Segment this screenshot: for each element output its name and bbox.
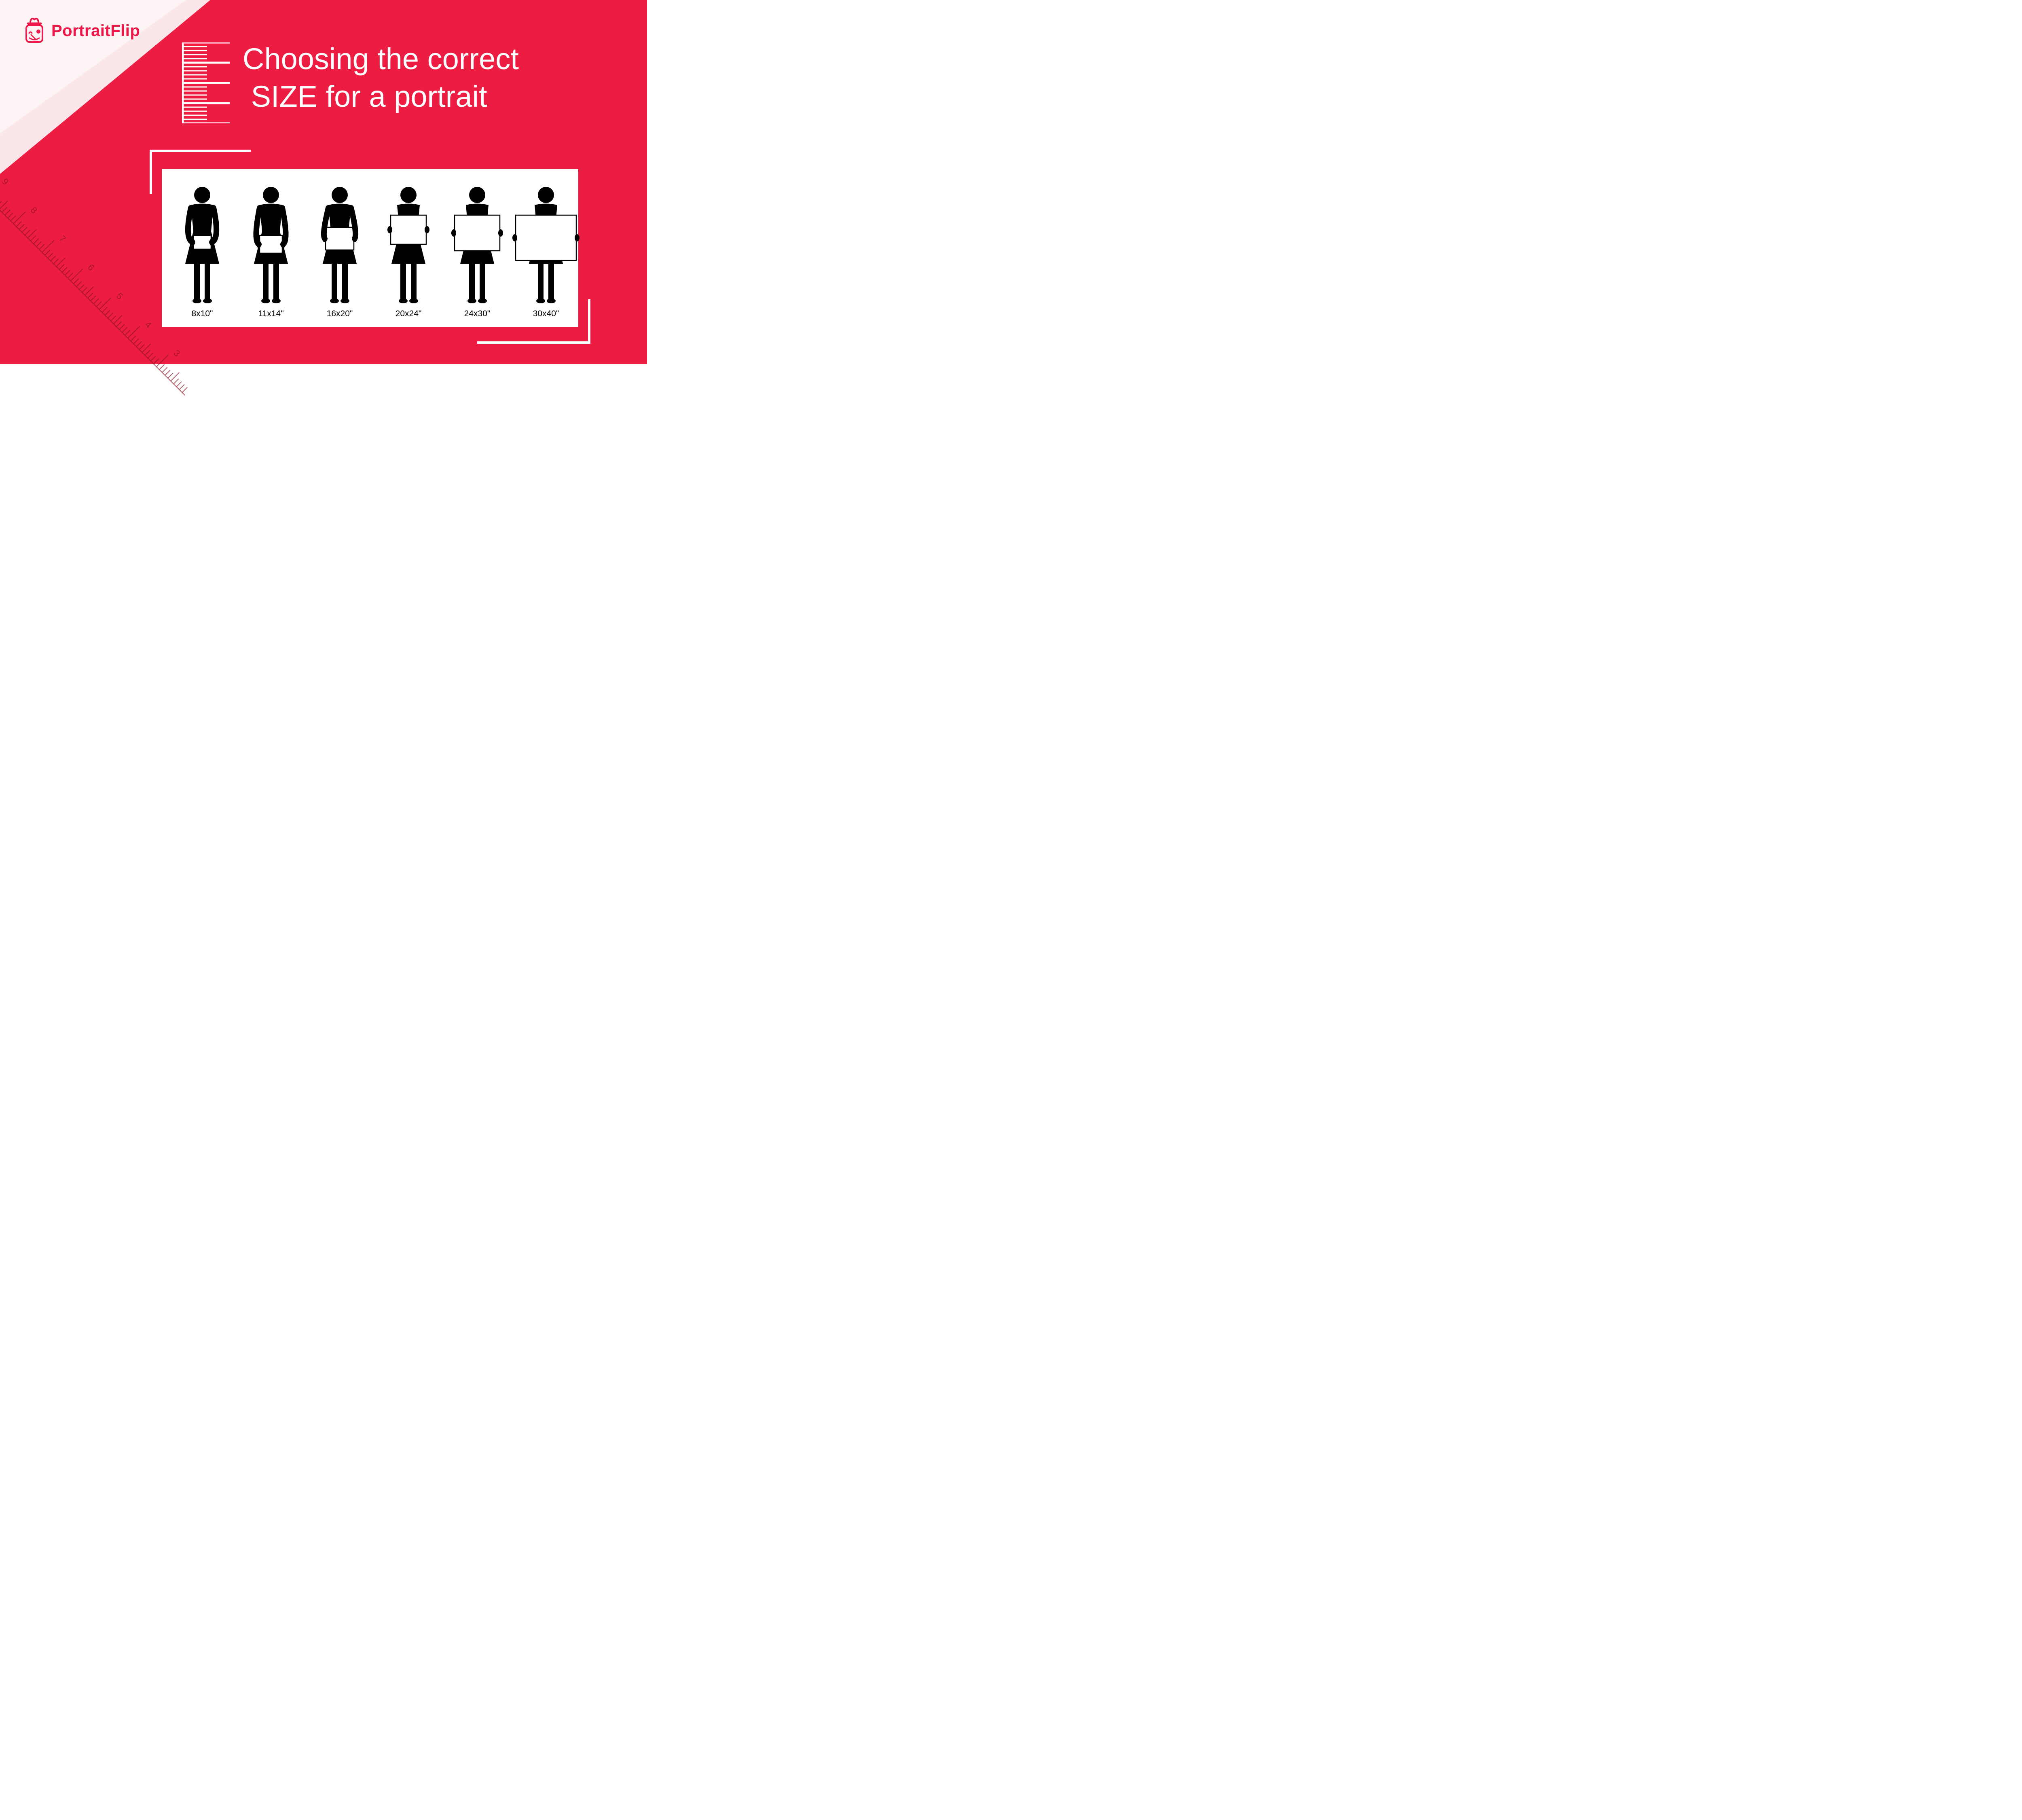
size-figure: 16x20" [305, 179, 374, 319]
size-label: 30x40" [533, 309, 559, 319]
svg-text:5: 5 [114, 291, 125, 301]
main-heading: Choosing the correct SIZE for a portrait [243, 40, 519, 115]
svg-text:8: 8 [29, 205, 39, 216]
figure-silhouette [305, 179, 374, 304]
size-figure: 20x24" [374, 179, 443, 319]
size-figure: 30x40" [512, 179, 580, 319]
ruler-scale-icon [182, 42, 231, 123]
svg-text:7: 7 [57, 233, 68, 244]
figure-silhouette [443, 179, 512, 304]
infographic-canvas: PortraitFlip Choosing the correct SIZE f… [0, 0, 647, 364]
size-label: 16x20" [327, 309, 353, 319]
svg-text:3: 3 [171, 348, 182, 358]
svg-text:9: 9 [0, 176, 11, 187]
heading-line-2: SIZE for a portrait [243, 78, 519, 116]
svg-text:4: 4 [143, 319, 154, 330]
svg-text:6: 6 [86, 262, 96, 273]
brand-name: PortraitFlip [51, 22, 140, 40]
logo-icon [22, 16, 47, 45]
heading-line-1: Choosing the correct [243, 40, 519, 78]
size-figure: 24x30" [443, 179, 512, 319]
size-label: 20x24" [396, 309, 422, 319]
brand-logo: PortraitFlip [22, 16, 140, 45]
size-label: 24x30" [464, 309, 491, 319]
figure-silhouette [374, 179, 443, 304]
figure-silhouette [512, 179, 580, 304]
